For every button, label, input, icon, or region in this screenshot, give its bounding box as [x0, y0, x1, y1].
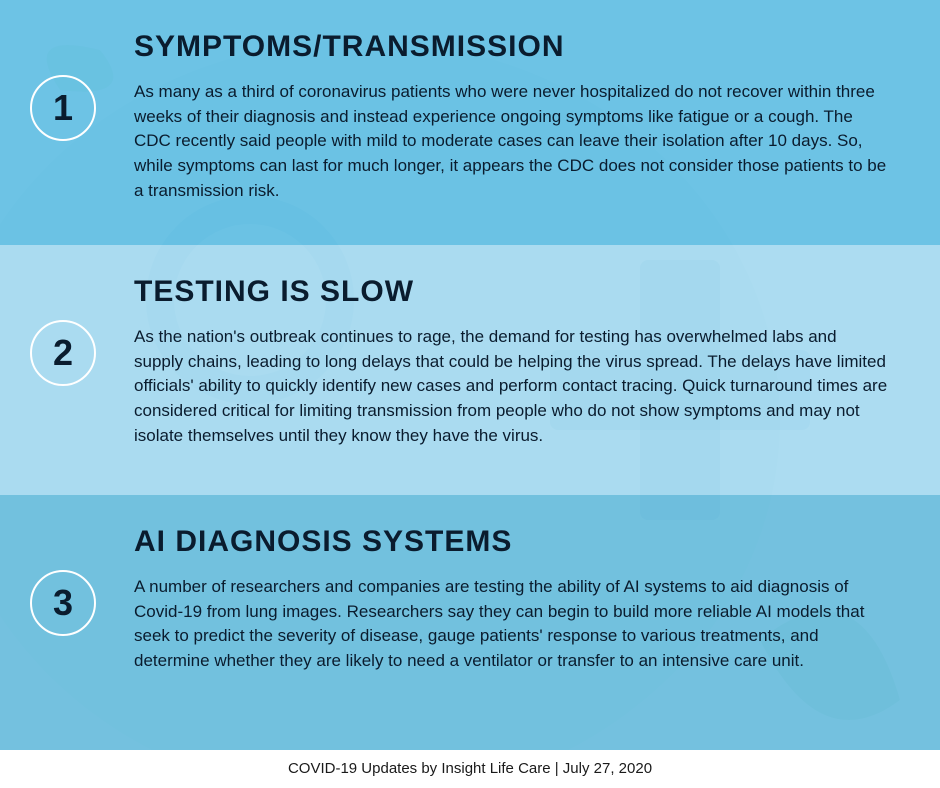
- number-circle-2: 2: [30, 320, 96, 386]
- section-title: SYMPTOMS/TRANSMISSION: [134, 30, 890, 64]
- section-body: As many as a third of coronavirus patien…: [134, 80, 890, 203]
- section-number: 2: [53, 332, 73, 374]
- section-body: As the nation's outbreak continues to ra…: [134, 325, 890, 448]
- section-body: A number of researchers and companies ar…: [134, 575, 890, 674]
- section-content: TESTING IS SLOW As the nation's outbreak…: [134, 275, 890, 448]
- section-content: SYMPTOMS/TRANSMISSION As many as a third…: [134, 30, 890, 203]
- section-number: 3: [53, 582, 73, 624]
- number-circle-1: 1: [30, 75, 96, 141]
- section-symptoms: 1 SYMPTOMS/TRANSMISSION As many as a thi…: [0, 0, 940, 245]
- number-circle-3: 3: [30, 570, 96, 636]
- section-title: TESTING IS SLOW: [134, 275, 890, 309]
- sections-container: 1 SYMPTOMS/TRANSMISSION As many as a thi…: [0, 0, 940, 750]
- section-testing: 2 TESTING IS SLOW As the nation's outbre…: [0, 245, 940, 495]
- section-title: AI DIAGNOSIS SYSTEMS: [134, 525, 890, 559]
- footer-text: COVID-19 Updates by Insight Life Care | …: [0, 750, 940, 787]
- section-ai-diagnosis: 3 AI DIAGNOSIS SYSTEMS A number of resea…: [0, 495, 940, 750]
- section-number: 1: [53, 87, 73, 129]
- section-content: AI DIAGNOSIS SYSTEMS A number of researc…: [134, 525, 890, 674]
